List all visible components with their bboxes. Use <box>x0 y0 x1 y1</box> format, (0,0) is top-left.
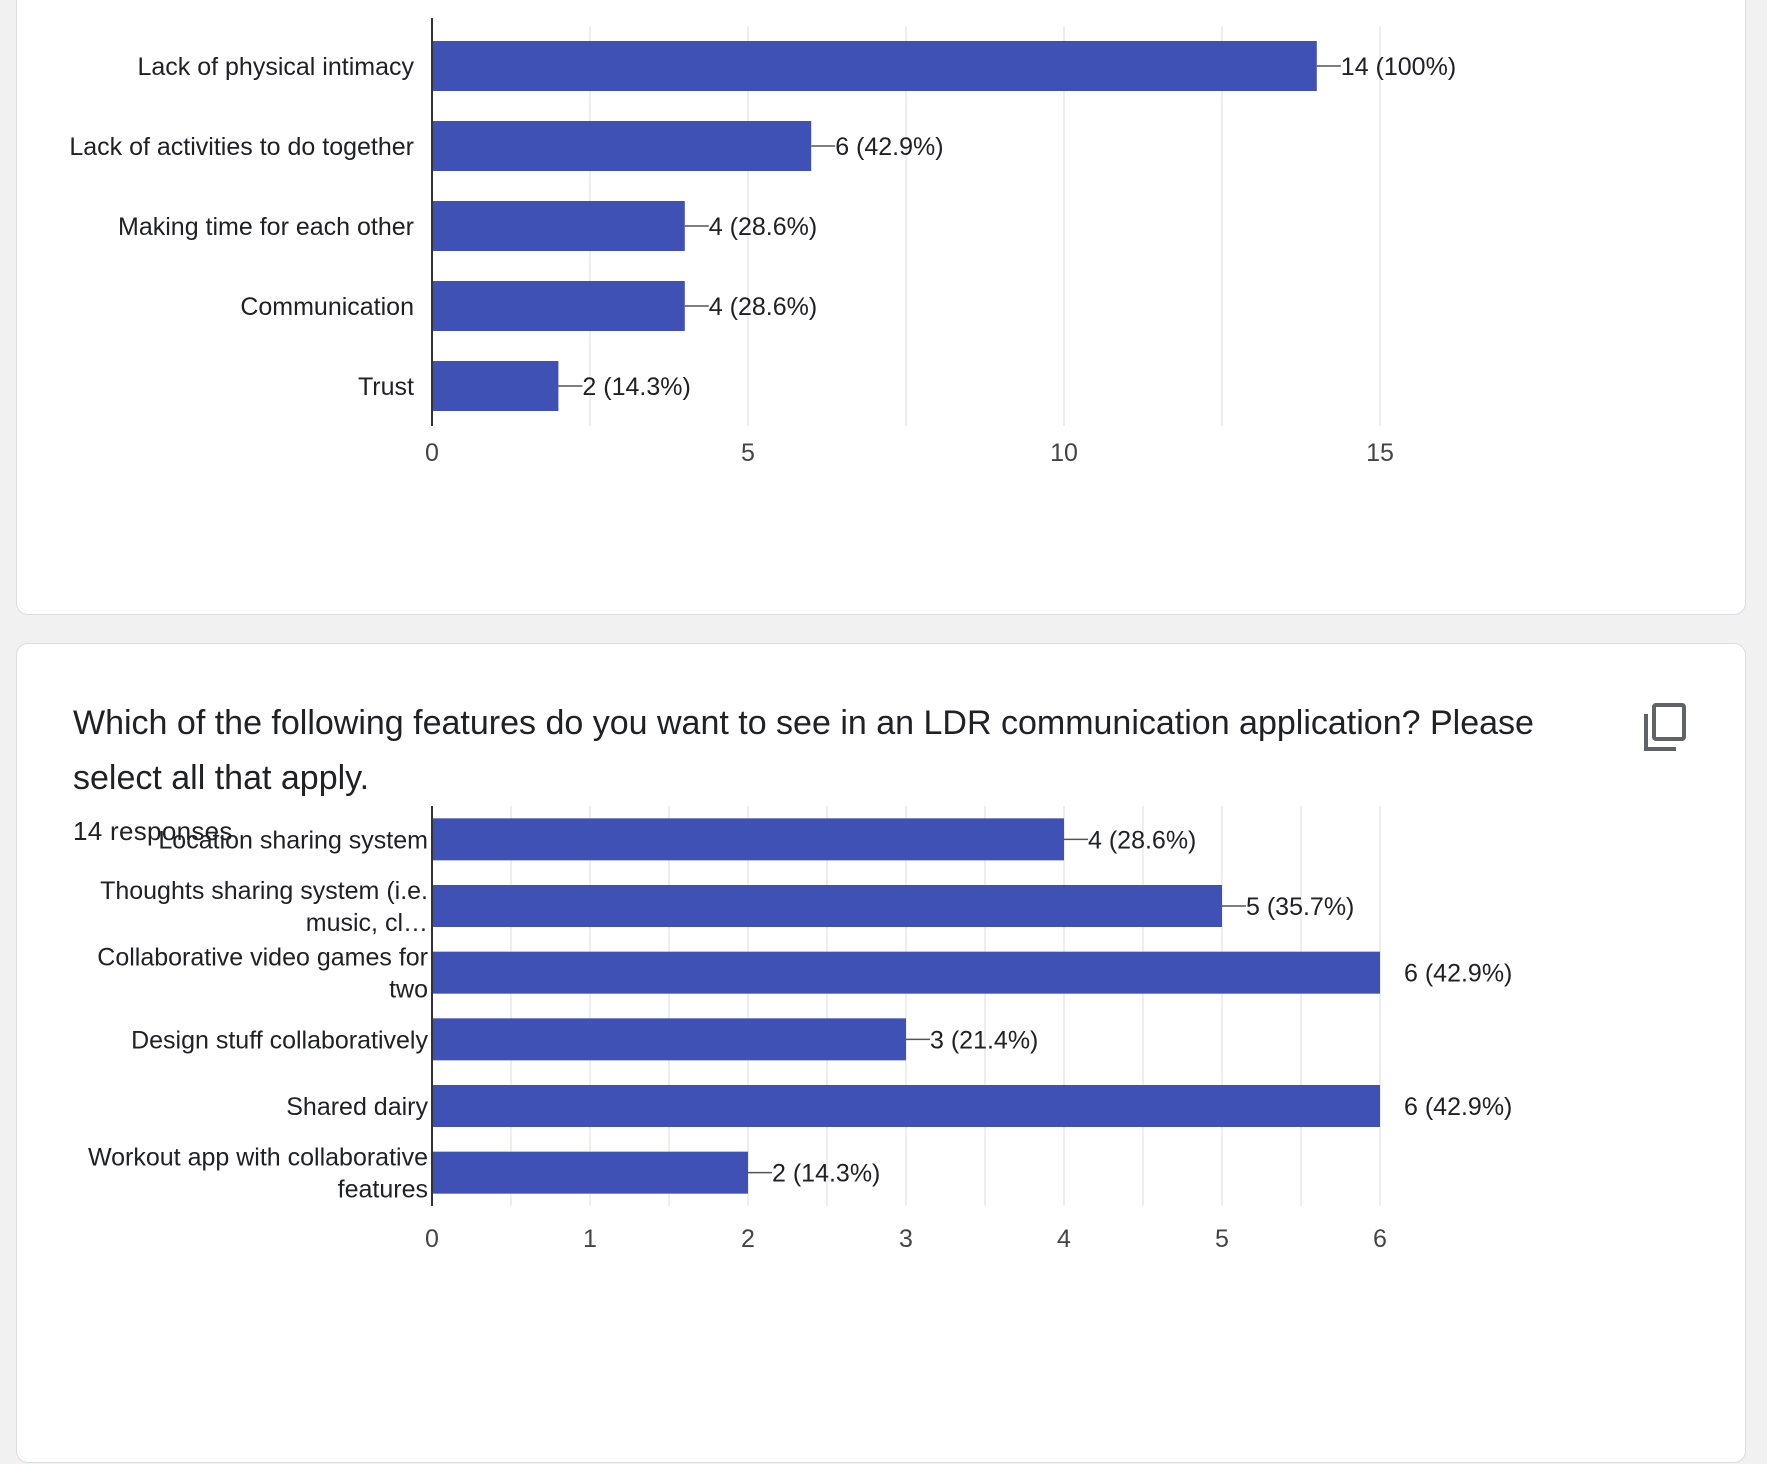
x-tick-label: 3 <box>899 1225 913 1253</box>
bar-chart-2: 0 1 2 3 4 5 6 Location sharing system 4 (28.6%) T… <box>88 806 1512 1253</box>
bar <box>432 1151 748 1194</box>
bar <box>432 1085 1380 1127</box>
category-label: Lack of activities to do together <box>69 133 414 161</box>
x-tick-label: 5 <box>1215 1225 1229 1253</box>
chart-card-1: 0 5 10 15 Lack of physical intimacy 14 (100%)… <box>16 0 1746 615</box>
x-tick-label: 15 <box>1366 439 1394 467</box>
bar <box>432 951 1380 994</box>
bar <box>432 885 1222 927</box>
bar <box>432 281 685 331</box>
category-label: Thoughts sharing system (i.e. <box>100 877 428 905</box>
category-label: Communication <box>240 293 414 321</box>
x-tick-label: 10 <box>1050 439 1078 467</box>
bar <box>432 1018 906 1061</box>
bar <box>432 818 1064 861</box>
category-label: Shared dairy <box>286 1093 428 1121</box>
bar <box>432 41 1317 91</box>
data-label: 6 (42.9%) <box>1404 1093 1512 1121</box>
question-title: Which of the following features do you w… <box>73 704 1534 797</box>
x-tick-label: 1 <box>583 1225 597 1253</box>
category-label: Trust <box>358 373 414 401</box>
data-label: 4 (28.6%) <box>709 293 817 321</box>
category-label: Collaborative video games for <box>97 944 428 972</box>
category-label: features <box>338 1176 428 1204</box>
copy-icon[interactable] <box>1641 702 1689 754</box>
data-label: 6 (42.9%) <box>835 133 943 161</box>
category-label: Workout app with collaborative <box>88 1144 428 1172</box>
category-label: Lack of physical intimacy <box>137 53 414 81</box>
x-tick-label: 6 <box>1373 1225 1387 1253</box>
category-label: Location sharing system <box>158 826 428 854</box>
data-label: 5 (35.7%) <box>1246 893 1354 921</box>
data-label: 6 (42.9%) <box>1404 960 1512 988</box>
category-label: music, cl… <box>306 909 428 937</box>
bar <box>432 121 812 171</box>
bar <box>432 361 559 411</box>
x-tick-label: 0 <box>425 439 439 467</box>
chart-card-2: Which of the following features do you w… <box>16 643 1746 1463</box>
data-label: 3 (21.4%) <box>930 1026 1038 1054</box>
x-tick-label: 2 <box>741 1225 755 1253</box>
category-label: Making time for each other <box>118 213 414 241</box>
category-label: Design stuff collaboratively <box>131 1026 428 1054</box>
data-label: 2 (14.3%) <box>772 1160 880 1188</box>
x-tick-label: 4 <box>1057 1225 1071 1253</box>
x-tick-label: 0 <box>425 1225 439 1253</box>
category-label: two <box>389 976 428 1004</box>
bar-chart-1: 0 5 10 15 Lack of physical intimacy 14 (100%)… <box>69 18 1456 467</box>
x-tick-label: 5 <box>741 439 755 467</box>
data-label: 4 (28.6%) <box>1088 826 1196 854</box>
data-label: 14 (100%) <box>1341 53 1456 81</box>
response-count: 14 responses <box>73 816 233 846</box>
data-label: 2 (14.3%) <box>582 373 690 401</box>
bar <box>432 201 685 251</box>
data-label: 4 (28.6%) <box>709 213 817 241</box>
